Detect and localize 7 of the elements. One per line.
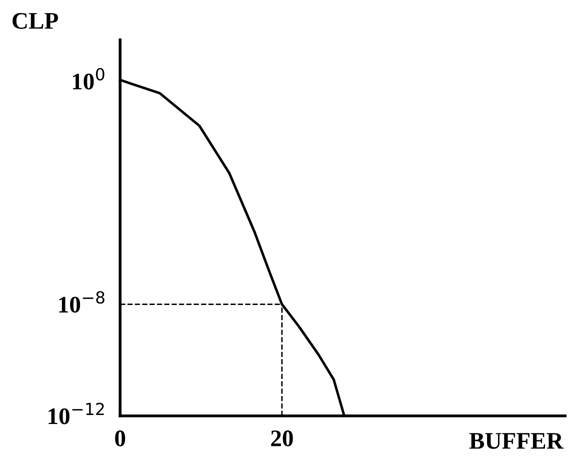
y-axis-title: CLP <box>12 12 58 29</box>
x-tick-label: 0 <box>115 430 126 446</box>
x-tick-label: 20 <box>271 430 293 446</box>
y-tick-label: 10$^{−8}$ <box>59 291 104 313</box>
y-tick-label: 10$^{−12}$ <box>48 402 104 424</box>
y-tick-label: 10$^{0}$ <box>72 68 104 90</box>
x-axis-title: BUFFER <box>469 433 564 449</box>
